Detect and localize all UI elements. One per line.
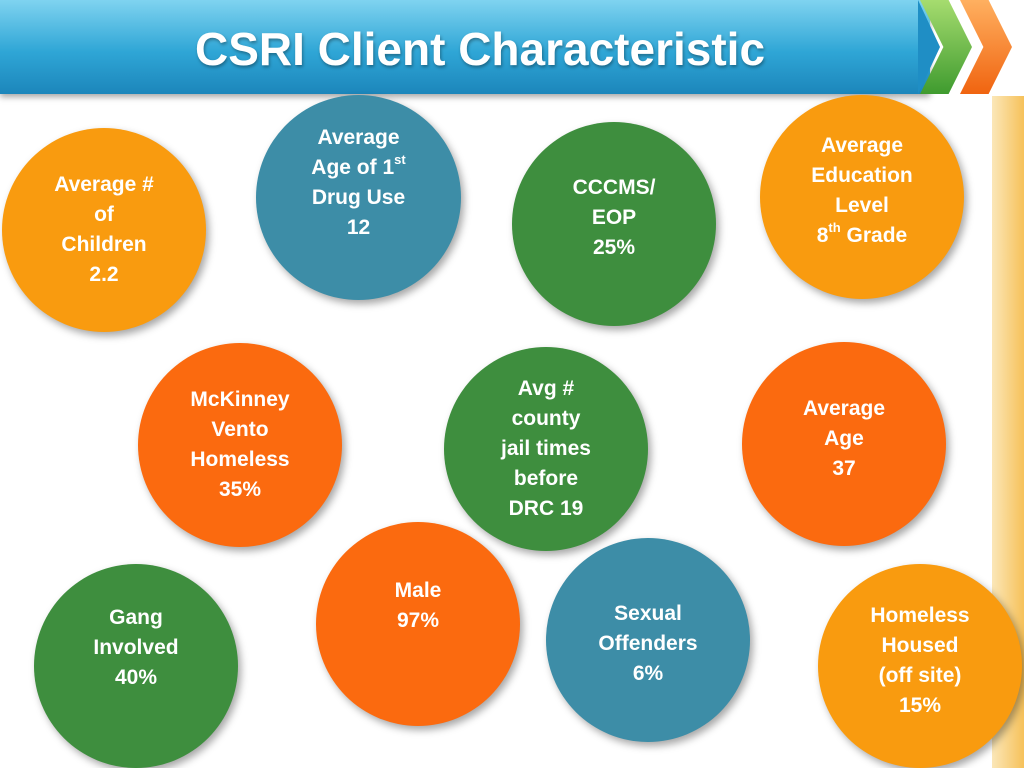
mckinney-value: 35% (218, 478, 262, 501)
drug-age-value: 12 (346, 215, 371, 239)
title-bar (0, 0, 930, 94)
mckinney-label-2: Vento (211, 418, 269, 441)
children-label-3: Children (61, 233, 147, 256)
drug-age-label-1: Average (317, 125, 400, 149)
gang-value: 40% (114, 666, 157, 689)
education-grade-label: Grade (840, 224, 908, 247)
cccms-value: 25% (592, 236, 636, 259)
stat-circle-cccms-eop: CCCMS/ EOP 25% (512, 122, 716, 326)
education-ordinal: th (828, 220, 841, 235)
jail-label-1: Avg # (517, 377, 575, 400)
housed-value: 15% (898, 694, 942, 717)
housed-label-2: Housed (881, 634, 959, 657)
education-label-2: Education (811, 164, 913, 187)
male-label: Male (394, 579, 442, 602)
drug-age-label-2: Age of 1 (311, 155, 395, 179)
stat-circle-homeless-housed: Homeless Housed (off site) 15% (818, 564, 1022, 768)
jail-label-2: county (511, 407, 581, 430)
age-label-1: Average (802, 397, 886, 420)
sexual-value: 6% (632, 662, 664, 685)
age-label-2: Age (824, 427, 864, 450)
drug-age-label-3: Drug Use (311, 185, 406, 209)
gang-label-2: Involved (93, 636, 179, 659)
cccms-label-1: CCCMS/ (572, 176, 656, 199)
stat-circle-male: Male 97% (316, 522, 520, 726)
stat-circle-average-age: Average Age 37 (742, 342, 946, 546)
children-value: 2.2 (89, 263, 119, 286)
stat-circle-children: Average # of Children 2.2 (2, 128, 206, 332)
stat-circle-drug-use-age: Average Age of 1st Drug Use 12 (256, 95, 461, 300)
male-value: 97% (396, 609, 440, 632)
stat-circle-education: Average Education Level 8th Grade (760, 95, 964, 299)
sexual-label-1: Sexual (614, 602, 682, 625)
education-label-1: Average (820, 134, 904, 157)
cccms-label-2: EOP (591, 206, 637, 229)
jail-label-3: jail times (501, 437, 591, 460)
sexual-label-2: Offenders (598, 632, 698, 655)
stat-circle-gang-involved: Gang Involved 40% (34, 564, 238, 768)
jail-label-4: before (513, 467, 579, 490)
drug-age-ordinal: st (394, 151, 406, 167)
stat-circle-jail-times: Avg # county jail times before DRC 19 (444, 347, 648, 551)
jail-value: DRC 19 (508, 497, 584, 520)
children-label-1: Average # (54, 173, 154, 196)
mckinney-label-3: Homeless (190, 448, 290, 471)
stat-circle-sexual-offenders: Sexual Offenders 6% (546, 538, 750, 742)
stat-circle-mckinney-vento: McKinney Vento Homeless 35% (138, 343, 342, 547)
mckinney-label-1: McKinney (190, 388, 290, 411)
housed-label-1: Homeless (870, 604, 970, 627)
housed-label-3: (off site) (878, 664, 962, 687)
age-value: 37 (832, 457, 856, 480)
education-label-3: Level (835, 194, 889, 217)
children-label-2: of (94, 203, 114, 226)
gang-label-1: Gang (109, 606, 163, 629)
slide-title: CSRI Client Characteristic (194, 23, 766, 75)
education-grade-number: 8 (816, 224, 829, 247)
